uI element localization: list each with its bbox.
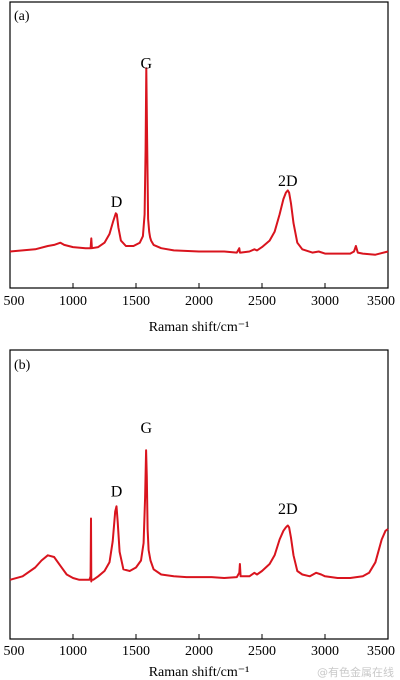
- panel-a-series-line: [9, 67, 389, 256]
- panel-b-x-tick-label: 3000: [311, 644, 339, 659]
- panel-a-x-tick-label: 500: [4, 294, 25, 309]
- panel-b-peak-label-d: D: [111, 484, 123, 501]
- panel-a: (a) 500 1000 1500 2000 2500 3000 3500 D G 2D Ram…: [4, 1, 395, 335]
- panel-a-x-tick-label: 3500: [367, 294, 395, 309]
- panel-a-peak-label-d: D: [111, 194, 123, 211]
- panel-a-peak-label-g: G: [141, 55, 153, 72]
- panel-b-x-tick-label: 2000: [185, 644, 213, 659]
- panel-a-x-tick-label: 2500: [248, 294, 276, 309]
- panel-a-x-tick-label: 2000: [185, 294, 213, 309]
- panel-a-peak-labels: D G 2D: [111, 55, 298, 210]
- panel-b-x-axis-title: Raman shift/cm⁻¹: [149, 665, 250, 680]
- panel-b-x-tick-label: 500: [4, 644, 25, 659]
- panel-a-x-axis-title: Raman shift/cm⁻¹: [149, 320, 250, 335]
- panel-b-plot-frame: [9, 349, 389, 640]
- panel-b: (b) 500 1000 1500 2000 2500 3000 3500 D G 2D Ram…: [4, 349, 395, 680]
- panel-b-peak-label-g: G: [141, 420, 153, 437]
- panel-a-x-tick-label: 1500: [122, 294, 150, 309]
- panel-b-peak-labels: D G 2D: [111, 420, 298, 518]
- panel-b-x-tick-label: 1500: [122, 644, 150, 659]
- panel-b-x-tick-label: 1000: [59, 644, 87, 659]
- panel-b-label: (b): [14, 358, 31, 373]
- watermark-text: @有色金属在线: [317, 665, 394, 679]
- panel-b-series-line: [9, 449, 389, 583]
- panel-a-x-tick-label: 3000: [311, 294, 339, 309]
- panel-b-x-tick-label: 2500: [248, 644, 276, 659]
- panel-a-label: (a): [14, 9, 30, 24]
- panel-a-peak-label-2d: 2D: [278, 173, 298, 190]
- panel-b-peak-label-2d: 2D: [278, 501, 298, 518]
- panel-a-x-tick-label: 1000: [59, 294, 87, 309]
- panel-b-x-tick-label: 3500: [367, 644, 395, 659]
- panel-a-x-ticks: 500 1000 1500 2000 2500 3000 3500: [4, 283, 395, 309]
- panel-b-x-ticks: 500 1000 1500 2000 2500 3000 3500: [4, 634, 395, 659]
